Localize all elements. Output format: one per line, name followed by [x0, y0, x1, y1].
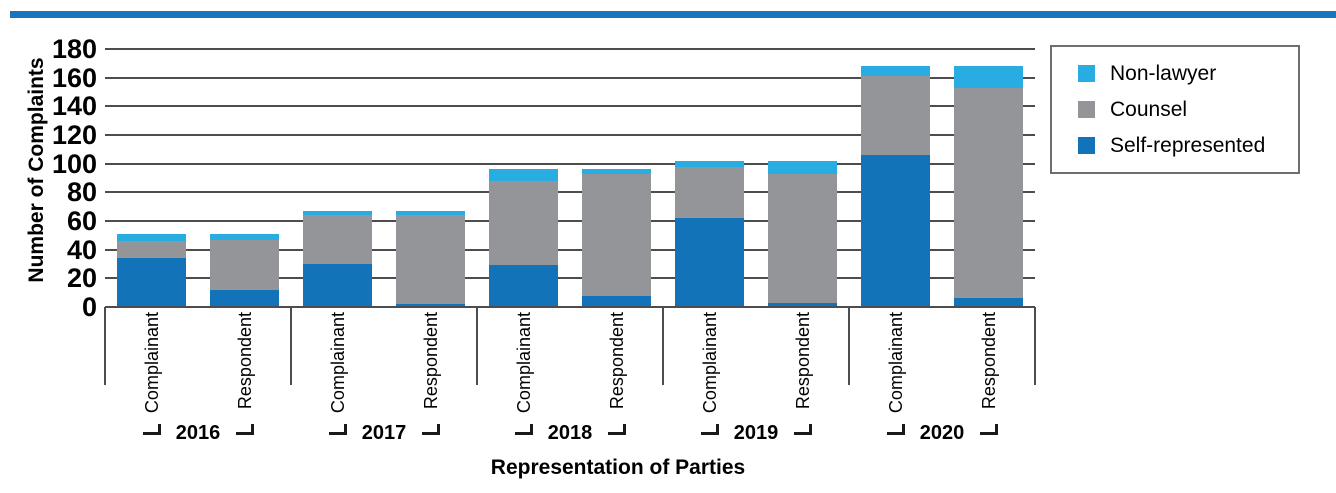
- bar-segment-counsel: [861, 76, 930, 156]
- bar-segment-counsel: [303, 215, 372, 264]
- axis-tick-mark: [421, 424, 440, 435]
- year-label: 2016: [175, 422, 221, 444]
- category-label: Complainant: [699, 312, 720, 414]
- x-axis-title: Representation of Parties: [490, 456, 746, 479]
- category-separator: [290, 307, 292, 385]
- gridline: [105, 191, 1035, 194]
- bar-segment-self-represented: [489, 265, 558, 307]
- bar-segment-non-lawyer: [768, 160, 837, 174]
- y-tick-label: 160: [51, 62, 97, 93]
- category-label: Respondent: [234, 312, 255, 410]
- gridline: [105, 162, 1035, 165]
- bar-segment-non-lawyer: [582, 169, 651, 174]
- category-separator: [848, 307, 850, 385]
- y-tick-label: 60: [66, 206, 97, 236]
- bar-segment-non-lawyer: [210, 233, 279, 240]
- category-separator: [662, 307, 664, 385]
- bar-segment-counsel: [396, 215, 465, 305]
- category-label: Complainant: [513, 312, 534, 414]
- bar-segment-self-represented: [768, 302, 837, 307]
- bar-segment-non-lawyer: [303, 210, 372, 216]
- year-label: 2019: [733, 422, 779, 444]
- category-label: Respondent: [420, 312, 441, 410]
- y-tick-label: 180: [51, 34, 97, 64]
- axis-tick-mark: [793, 424, 812, 435]
- bar-segment-counsel: [954, 87, 1023, 299]
- y-tick-label: 20: [66, 263, 97, 294]
- bar-segment-counsel: [582, 173, 651, 296]
- bar-segment-non-lawyer: [396, 210, 465, 216]
- y-tick-label: 100: [51, 148, 97, 179]
- legend-swatch-self-represented: [1078, 137, 1095, 154]
- axis-tick-mark: [514, 424, 533, 435]
- gridline: [105, 134, 1035, 136]
- legend-label: Self-represented: [1110, 134, 1266, 157]
- y-tick-label: 0: [81, 292, 97, 322]
- gridline: [105, 277, 1035, 280]
- year-label: 2020: [919, 422, 965, 444]
- category-label: Complainant: [141, 312, 162, 414]
- axis-tick-mark: [607, 424, 626, 435]
- bar-segment-self-represented: [210, 289, 279, 307]
- axis-tick-mark: [235, 424, 254, 435]
- category-label: Complainant: [327, 312, 348, 414]
- year-label: 2018: [547, 422, 593, 444]
- legend-label: Counsel: [1110, 98, 1188, 121]
- axis-tick-mark: [700, 424, 719, 435]
- axis-tick-mark: [328, 424, 347, 435]
- y-tick-label: 120: [51, 120, 97, 150]
- bar-segment-non-lawyer: [954, 66, 1023, 88]
- axis-tick-mark: [886, 424, 905, 435]
- category-separator: [476, 307, 478, 385]
- bar-segment-self-represented: [675, 218, 744, 307]
- top-accent-bar: [10, 11, 1336, 18]
- gridline: [105, 48, 1035, 50]
- y-tick-label: 40: [66, 234, 97, 265]
- bar-segment-counsel: [675, 166, 744, 219]
- bar-segment-non-lawyer: [675, 160, 744, 167]
- legend-item: Counsel: [1078, 99, 1298, 120]
- legend: Non-lawyer Counsel Self-represented: [1050, 45, 1300, 174]
- year-label: 2017: [361, 422, 407, 444]
- legend-item: Non-lawyer: [1078, 63, 1298, 84]
- axis-tick-mark: [142, 424, 161, 435]
- category-separator: [1034, 307, 1036, 385]
- y-tick-label: 140: [51, 91, 97, 122]
- gridline: [105, 76, 1035, 79]
- category-label: Respondent: [978, 312, 999, 410]
- y-tick-label: 80: [66, 177, 97, 208]
- bar-segment-self-represented: [582, 295, 651, 307]
- gridline: [105, 248, 1035, 251]
- bar-segment-counsel: [768, 173, 837, 303]
- legend-swatch-non-lawyer: [1078, 65, 1095, 82]
- bar-segment-counsel: [210, 239, 279, 290]
- legend-swatch-counsel: [1078, 101, 1095, 118]
- bar-segment-counsel: [489, 180, 558, 266]
- category-label: Complainant: [885, 312, 906, 414]
- bar-segment-counsel: [117, 241, 186, 259]
- category-separator: [104, 307, 106, 385]
- legend-item: Self-represented: [1078, 135, 1298, 156]
- gridline: [105, 220, 1035, 222]
- bar-segment-self-represented: [303, 264, 372, 307]
- category-label: Respondent: [792, 312, 813, 410]
- category-label: Respondent: [606, 312, 627, 410]
- bar-segment-self-represented: [954, 298, 1023, 307]
- x-axis-line: [105, 306, 1035, 308]
- bar-segment-non-lawyer: [861, 66, 930, 77]
- bar-segment-non-lawyer: [489, 169, 558, 181]
- bar-segment-self-represented: [396, 304, 465, 307]
- legend-label: Non-lawyer: [1110, 62, 1217, 85]
- bar-segment-non-lawyer: [117, 233, 186, 242]
- gridline: [105, 105, 1035, 108]
- bar-segment-self-represented: [861, 155, 930, 307]
- bar-segment-self-represented: [117, 258, 186, 307]
- axis-tick-mark: [979, 424, 998, 435]
